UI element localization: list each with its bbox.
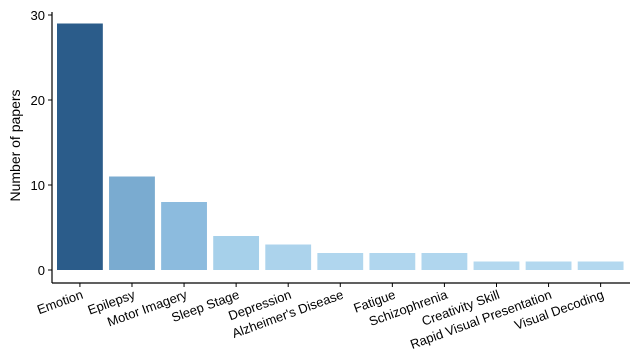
bar-depression xyxy=(265,244,312,270)
bar-motor-imagery xyxy=(161,202,207,270)
bar-creativity-skill xyxy=(473,261,520,270)
bar-alzheimer-s-disease xyxy=(317,253,364,270)
bars xyxy=(57,23,624,270)
bar-schizophrenia xyxy=(421,253,468,270)
y-tick-label: 10 xyxy=(31,178,45,193)
bar-emotion xyxy=(57,23,103,270)
bar-fatigue xyxy=(369,253,416,270)
bar-epilepsy xyxy=(109,176,155,270)
y-tick-label: 0 xyxy=(38,263,45,278)
y-axis-title: Number of papers xyxy=(7,89,23,201)
x-tick-label: Emotion xyxy=(35,287,85,317)
bar-rapid-visual-presentation xyxy=(525,261,572,270)
y-tick-label: 20 xyxy=(31,93,45,108)
y-tick-label: 30 xyxy=(31,8,45,23)
bar-sleep-stage xyxy=(213,236,260,270)
y-axis-ticks: 0 10 20 30 xyxy=(31,8,52,278)
bar-visual-decoding xyxy=(577,261,624,270)
